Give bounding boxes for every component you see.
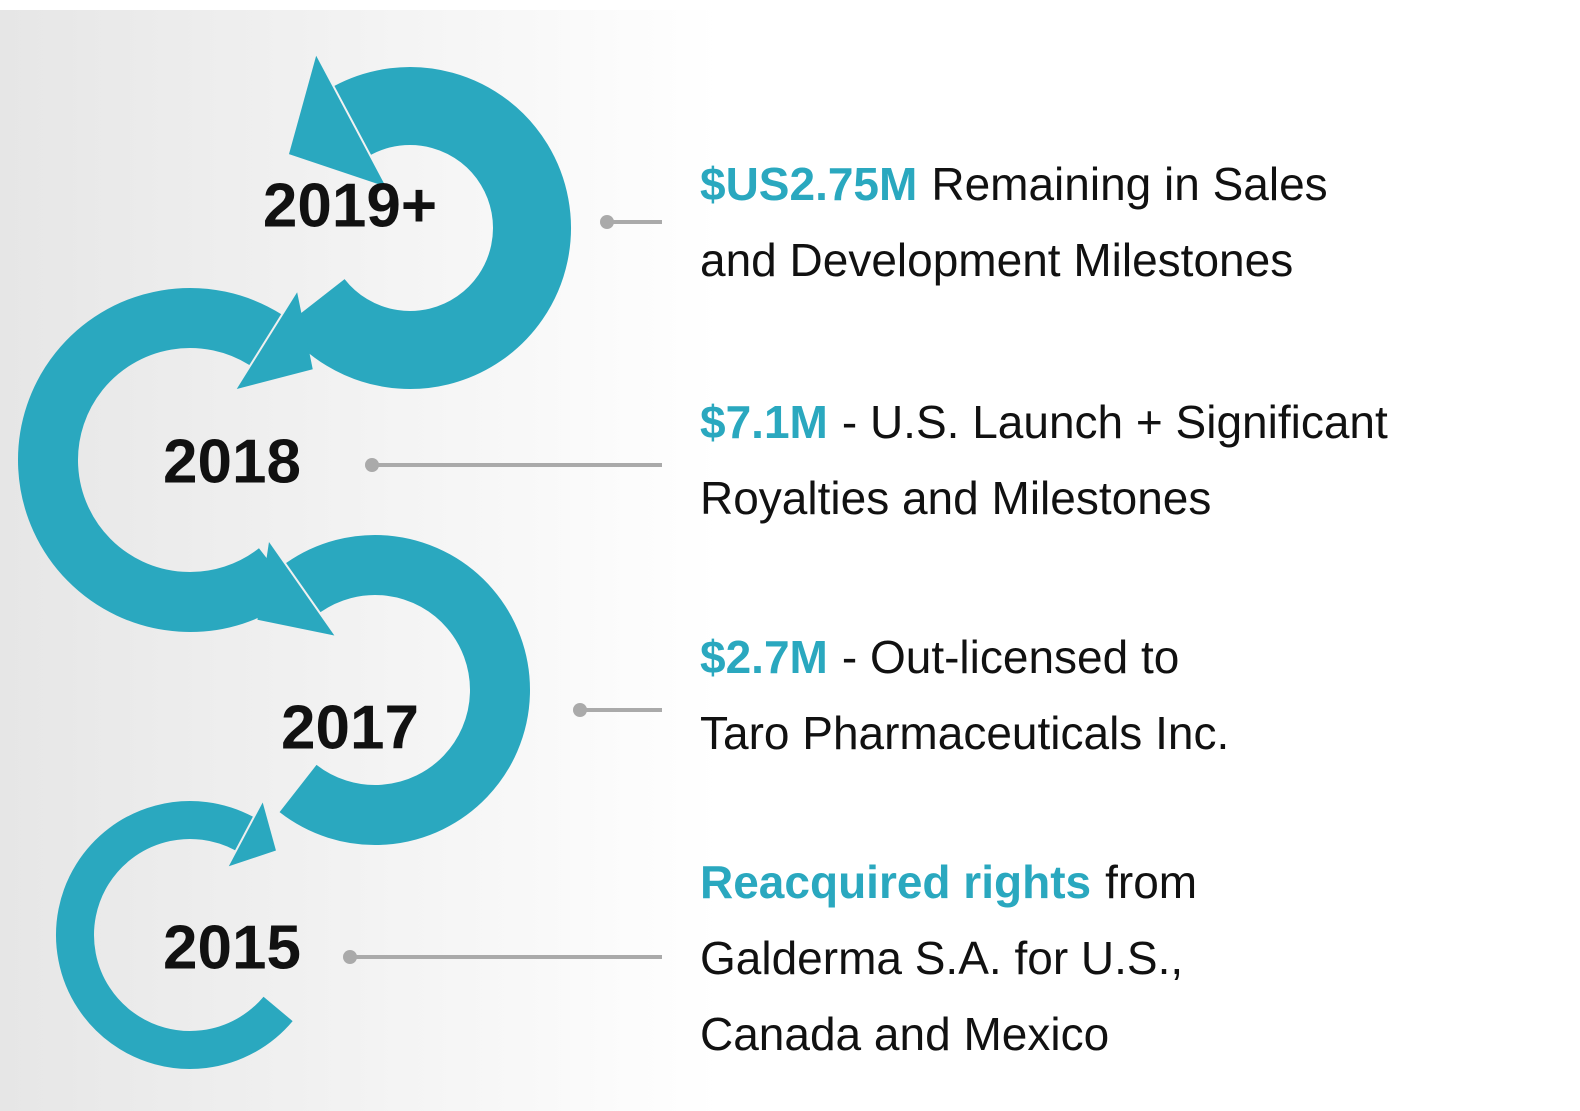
year-label: 2017 xyxy=(281,693,419,762)
arrow-head xyxy=(236,292,313,389)
highlight: $US2.75M xyxy=(700,158,917,210)
description-line: - Out-licensed to xyxy=(842,631,1179,683)
description-line: from xyxy=(1105,856,1197,908)
description-line: Royalties and Milestones xyxy=(700,472,1211,524)
description-line: Canada and Mexico xyxy=(700,1008,1109,1060)
year-label: 2018 xyxy=(163,427,301,496)
description-line: Galderma S.A. for U.S., xyxy=(700,932,1183,984)
arrow-head xyxy=(228,802,276,867)
arrow-arc xyxy=(18,288,296,632)
description: Reacquired rights from Galderma S.A. for U… xyxy=(700,856,1197,1060)
description-line: - U.S. Launch + Significant xyxy=(842,396,1388,448)
year-label: 2015 xyxy=(163,913,301,982)
year-label: 2019+ xyxy=(263,171,437,240)
description: $2.7M - Out-licensed to Taro Pharmaceutica… xyxy=(700,631,1229,759)
arrow-head xyxy=(288,55,386,187)
highlight: $7.1M xyxy=(700,396,828,448)
highlight: Reacquired rights xyxy=(700,856,1091,908)
arrow-arc xyxy=(283,67,571,389)
description-line: and Development Milestones xyxy=(700,234,1293,286)
description-line: Taro Pharmaceuticals Inc. xyxy=(700,707,1229,759)
arrow-head xyxy=(257,542,335,636)
rows: 2019+ $US2.75M Remaining in Sales and Devel… xyxy=(163,158,1388,1060)
description: $7.1M - U.S. Launch + Significant Royaltie… xyxy=(700,396,1388,524)
arrow-arc xyxy=(279,535,530,845)
description: $US2.75M Remaining in Sales and Developmen… xyxy=(700,158,1328,286)
description-line: Remaining in Sales xyxy=(931,158,1327,210)
arrow-arc xyxy=(56,801,293,1069)
highlight: $2.7M xyxy=(700,631,828,683)
arrows xyxy=(18,55,571,1069)
